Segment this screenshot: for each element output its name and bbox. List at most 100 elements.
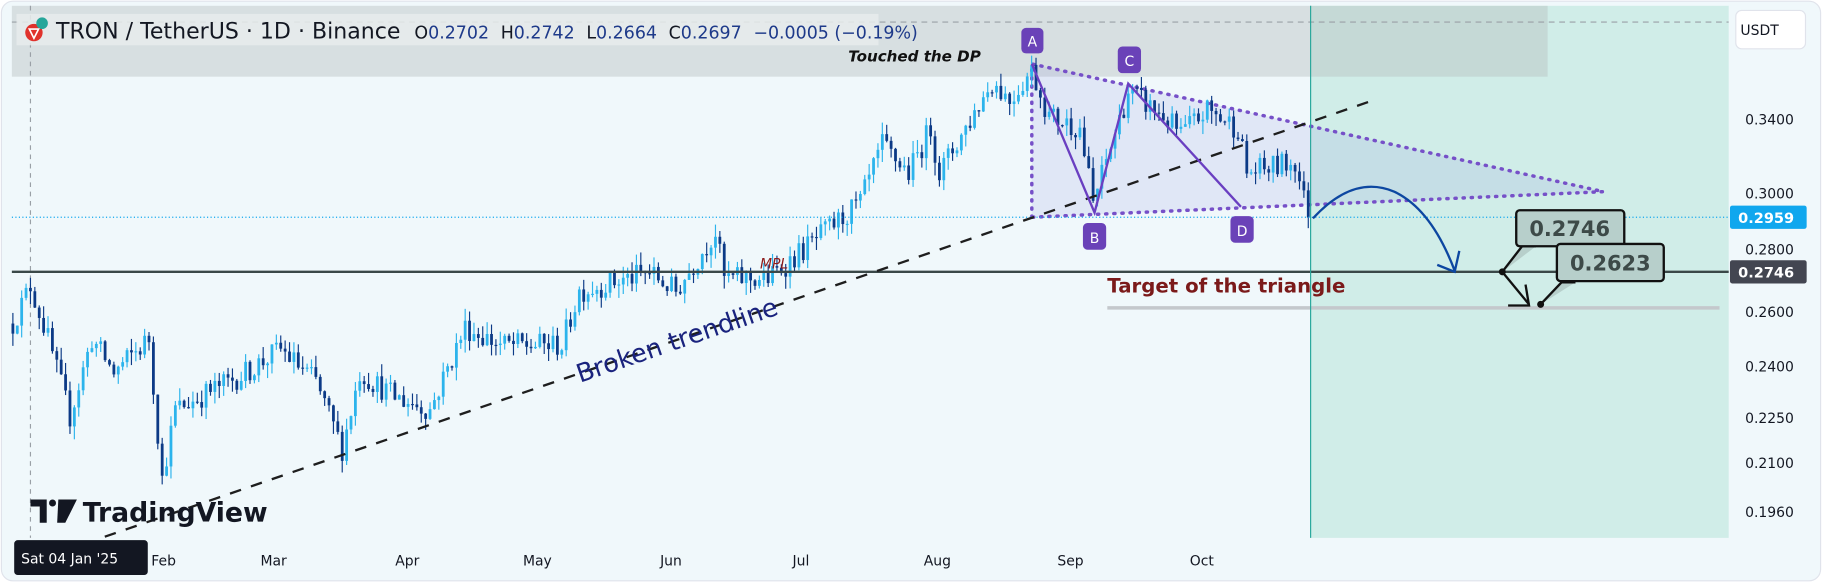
- candle-down: [156, 394, 160, 444]
- time-label: Aug: [924, 554, 951, 570]
- candle-up: [538, 333, 542, 347]
- candle-down: [1254, 172, 1257, 174]
- candle-up: [143, 335, 147, 355]
- candle-up: [924, 125, 928, 159]
- projection-arrow[interactable]: [1312, 185, 1456, 272]
- candle-up: [916, 152, 919, 154]
- candle-down: [907, 165, 911, 180]
- candle-up: [389, 382, 392, 384]
- candle-up: [573, 312, 577, 327]
- candle-up: [837, 212, 840, 228]
- candle-down: [582, 289, 586, 302]
- candle-down: [1166, 120, 1170, 128]
- candle-down: [1197, 113, 1200, 122]
- candle-down: [920, 152, 924, 159]
- candle-down: [68, 390, 72, 427]
- candle-up: [472, 334, 476, 342]
- candle-up: [1021, 90, 1025, 95]
- candle-down: [898, 161, 902, 168]
- candle-down: [226, 374, 230, 378]
- candle-down: [968, 125, 972, 128]
- broken-trendline[interactable]: [104, 99, 1372, 538]
- candle-up: [446, 366, 450, 372]
- candle-up: [564, 319, 568, 351]
- candle-down: [130, 350, 133, 353]
- candle-down: [200, 402, 204, 408]
- candle-down: [1236, 137, 1240, 140]
- candle-down: [854, 199, 858, 201]
- callout-0.2746[interactable]: 0.2746: [1498, 209, 1626, 276]
- candle-up: [99, 341, 103, 344]
- candle-up: [608, 272, 612, 293]
- candle-up: [375, 376, 379, 392]
- svg-text:D: D: [1237, 224, 1248, 240]
- candle-down: [801, 243, 805, 261]
- candle-down: [1241, 139, 1244, 141]
- candle-up: [973, 110, 976, 128]
- crosshair-date-tag: Sat 04 Jan '25: [14, 540, 148, 576]
- candle-down: [1140, 87, 1143, 90]
- currency-button[interactable]: USDT: [1735, 9, 1807, 50]
- candle-down: [279, 342, 283, 349]
- candle-down: [832, 218, 836, 228]
- candle-down: [674, 276, 678, 292]
- candle-down: [555, 335, 559, 355]
- candle-up: [384, 383, 388, 400]
- candle-up: [955, 150, 959, 154]
- candle-up: [274, 342, 278, 345]
- candle-up: [292, 352, 296, 362]
- candle-down: [108, 360, 111, 365]
- target-note: Target of the triangle: [1107, 275, 1345, 298]
- candle-down: [476, 334, 480, 338]
- candle-up: [670, 276, 673, 292]
- candle-up: [121, 362, 125, 367]
- candle-up: [1096, 188, 1099, 201]
- time-axis[interactable]: Feb Mar Apr May Jun Jul Aug Sep Oct: [151, 554, 1214, 570]
- triangle-fill: [1031, 63, 1604, 218]
- svg-text:0.2959: 0.2959: [1738, 211, 1794, 227]
- candle-up: [828, 218, 832, 222]
- candle-down: [630, 273, 634, 284]
- candle-up: [116, 366, 120, 375]
- candle-up: [621, 277, 625, 285]
- candle-down: [380, 376, 384, 400]
- candle-up: [534, 346, 537, 349]
- candle-up: [244, 361, 248, 381]
- candle-up: [1100, 164, 1104, 189]
- candle-down: [1223, 121, 1227, 123]
- arrowhead-icon: [1436, 250, 1461, 274]
- candle-up: [595, 289, 599, 294]
- svg-text:Sat 04 Jan '25: Sat 04 Jan '25: [21, 551, 118, 567]
- candle-down: [1091, 168, 1095, 201]
- candle-down: [160, 443, 164, 476]
- candle-down: [656, 266, 660, 281]
- callout-0.2623[interactable]: 0.2623: [1537, 242, 1665, 308]
- candle-up: [428, 409, 432, 419]
- candle-down: [494, 344, 498, 347]
- point-b-label: B: [1082, 223, 1107, 250]
- candle-down: [1245, 140, 1249, 174]
- candle-down: [1161, 113, 1165, 121]
- abcd-pattern[interactable]: [1030, 63, 1242, 217]
- candle-up: [872, 158, 875, 175]
- candle-up: [169, 425, 173, 467]
- candle-down: [318, 376, 322, 392]
- candle-up: [986, 92, 990, 98]
- candle-up: [1201, 119, 1205, 122]
- candle-down: [648, 273, 651, 275]
- price-label: 0.3400: [1745, 112, 1794, 128]
- candle-down: [42, 317, 46, 333]
- candle-up: [1205, 100, 1209, 120]
- candle-down: [810, 236, 814, 238]
- candle-up: [178, 400, 182, 406]
- candle-up: [858, 194, 862, 201]
- candle-down: [261, 358, 265, 366]
- candle-down: [841, 212, 845, 225]
- candle-up: [1280, 153, 1284, 175]
- candle-up: [358, 381, 362, 391]
- candle-down: [815, 236, 818, 239]
- candle-up: [498, 343, 502, 346]
- candle-down: [1306, 190, 1310, 218]
